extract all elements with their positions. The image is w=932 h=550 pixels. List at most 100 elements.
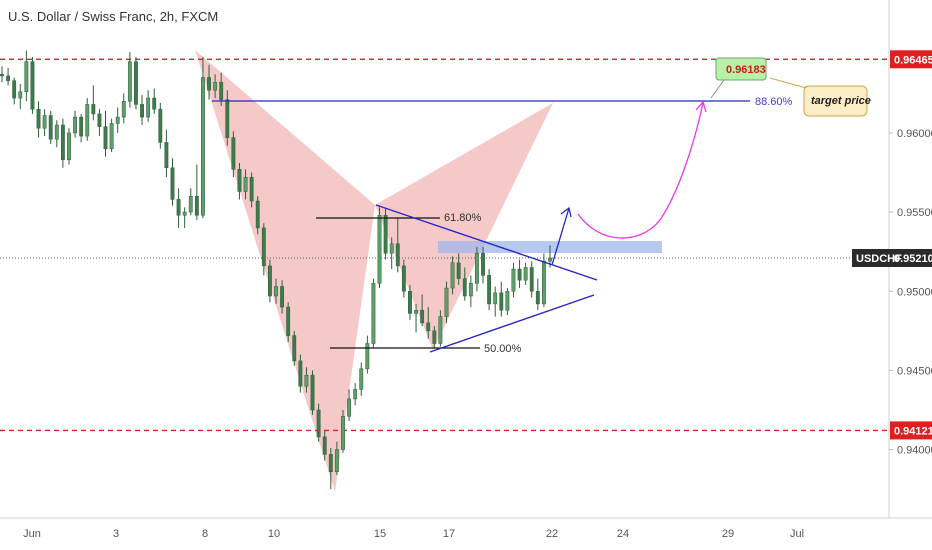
candle-body [79,116,84,137]
candle-body [194,196,199,216]
candle-body [158,108,163,143]
target-note-label: target price [811,95,871,107]
x-tick-label: 29 [722,528,734,540]
candle-body [261,227,266,267]
candle-body [97,113,102,127]
fib-50-label: 50.00% [484,343,522,355]
pattern-wing-left [195,50,375,492]
resistance-price-label: 0.96465 [894,54,932,66]
candle-body [334,449,339,473]
projection-curve [577,102,704,239]
candle-body [432,330,437,344]
candle-body [121,101,126,118]
candle-body [207,77,211,91]
candle-body [188,196,193,213]
candle-body [292,335,297,362]
candle-body [493,292,498,305]
candle-body [444,287,449,317]
target-price-pointer [710,79,725,99]
pattern-wing-right [375,103,553,350]
candle-body [310,374,315,411]
fib-61-label: 61.80% [444,212,482,224]
candle-body [182,211,187,216]
candle-body [12,80,17,99]
x-tick-label: 17 [443,528,455,540]
candle-body [353,389,358,400]
candle-body [237,169,242,192]
candle-body [548,257,552,262]
candle-body [401,265,406,292]
candle-body [499,292,504,311]
candle-body [475,253,479,284]
x-tick-label: 22 [546,528,558,540]
candle-body [505,291,510,311]
candle-body [115,116,120,124]
candle-body [164,142,169,169]
candle-body [255,200,260,229]
candle-body [85,104,90,137]
x-tick-label: 3 [113,528,119,540]
candle-body [24,61,29,93]
candle-body [328,454,333,473]
candle-body [170,167,175,200]
x-tick-label: Jul [790,528,804,540]
x-tick-label: 8 [202,528,208,540]
target-price-box [715,57,767,81]
candle-body [426,322,431,332]
x-tick-label: Jun [23,528,41,540]
candle-body [60,124,65,161]
support-price-label: 0.94121 [894,425,932,437]
candle-body [176,199,181,216]
candle-body [487,275,492,305]
candle-body [249,177,254,202]
candle-body [298,360,303,387]
candle-body [140,104,144,118]
candle-body [231,137,236,170]
candle-body [511,268,516,292]
candle-body [42,115,47,129]
candle-body [219,82,224,100]
candle-body [462,278,467,297]
triangle-upper-line [375,204,598,281]
candle-body [67,132,71,161]
candle-body [134,61,138,105]
candle-body [274,286,278,297]
candle-body [383,215,388,254]
x-tick-label: 10 [268,528,280,540]
candle-body [0,74,4,77]
x-tick-label: 24 [617,528,629,540]
candle-body [213,82,218,91]
target-price-label: 0.96183 [726,64,766,76]
candle-body [535,291,540,305]
candle-body [48,115,53,140]
candle-body [6,75,11,81]
candle-body [450,262,455,289]
last-price-label: 0.95210 [894,253,932,265]
candle-body [377,215,382,284]
chart-title: U.S. Dollar / Swiss Franc, 2h, FXCM [8,9,219,24]
candle-body [127,61,132,102]
candle-body [243,177,248,192]
candle-body [389,243,394,254]
candle-body [267,265,272,297]
candle-body [322,436,327,455]
candle-body [414,310,418,314]
candle-body [523,267,528,281]
candle-body [371,283,376,344]
candle-body [201,77,205,216]
candle-body [54,124,59,140]
candle-body [30,61,35,110]
breakout-arrowhead [560,206,572,218]
candle-body [438,316,443,344]
last-price-symbol: USDCHF [856,253,902,265]
candle-body [316,409,321,438]
x-tick-label: 15 [374,528,386,540]
candle-body [541,260,546,305]
candle-body [517,268,522,281]
target-fib-label: 88.60% [755,96,793,108]
projection-arrowhead [695,100,707,113]
candle-body [420,310,425,324]
